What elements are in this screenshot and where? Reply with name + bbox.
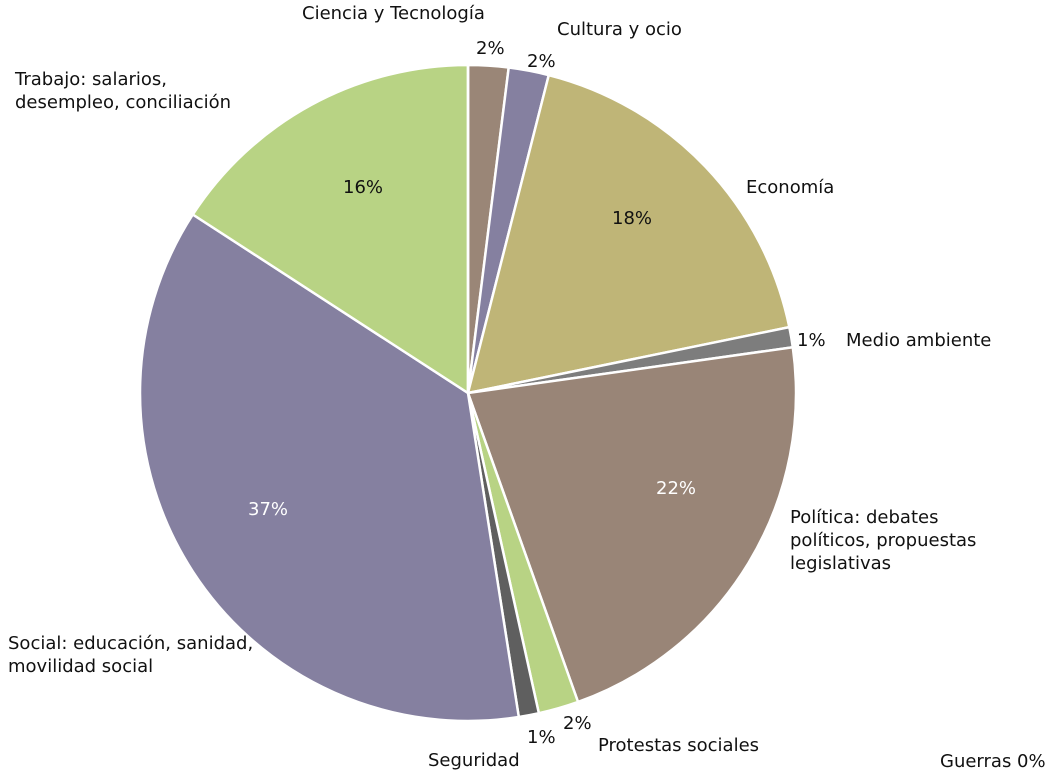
value-label: 2% <box>527 51 556 72</box>
value-label: 18% <box>612 208 653 229</box>
category-label: Ciencia y Tecnología <box>302 3 485 24</box>
pie-slice <box>466 345 798 704</box>
category-label: Protestas sociales <box>598 735 760 756</box>
category-label: Economía <box>746 177 835 198</box>
pie-slice <box>138 212 521 723</box>
value-label: 37% <box>248 499 289 520</box>
value-label: 22% <box>656 478 697 499</box>
category-label: Seguridad <box>428 750 520 771</box>
category-label: Trabajo: salarios, desempleo, conciliaci… <box>15 69 232 113</box>
category-label: Social: educación, sanidad, movilidad so… <box>8 633 254 677</box>
category-label: Política: debates políticos, propuestas … <box>790 507 977 574</box>
category-label: Cultura y ocio <box>557 19 682 40</box>
category-label: Medio ambiente <box>846 330 992 351</box>
value-label: 1% <box>797 330 826 351</box>
value-label: 2% <box>563 713 592 734</box>
value-label: 1% <box>527 727 556 748</box>
value-label: 2% <box>476 38 505 59</box>
value-label: 0% <box>1017 751 1046 772</box>
category-label: Guerras <box>940 751 1012 772</box>
value-label: 16% <box>343 177 384 198</box>
pie-slice <box>466 73 791 395</box>
pie-slice <box>191 63 470 396</box>
